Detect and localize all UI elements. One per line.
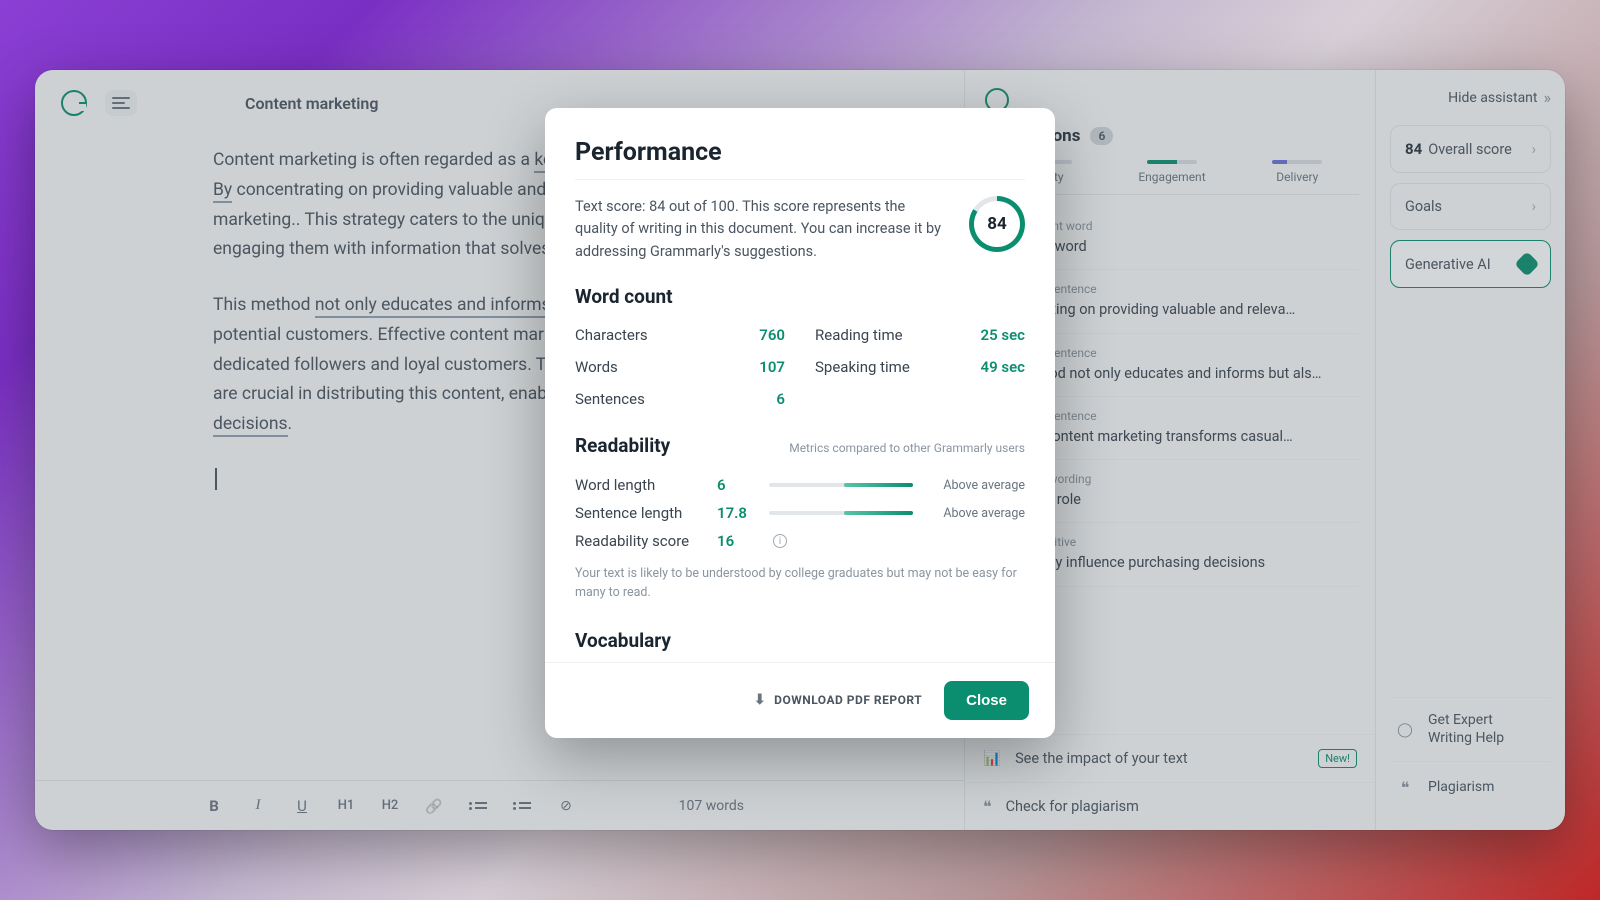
download-pdf-button[interactable]: DOWNLOAD PDF REPORT (754, 692, 922, 708)
score-description: Text score: 84 out of 100. This score re… (575, 196, 949, 263)
sentence-length-row: Sentence length 17.8 Above average (575, 499, 1025, 527)
modal-title: Performance (575, 138, 1025, 167)
modal-footer: DOWNLOAD PDF REPORT Close (545, 662, 1055, 738)
word-length-row: Word length 6 Above average (575, 471, 1025, 499)
wordcount-grid: Characters760 Reading time25 sec Words10… (575, 322, 1025, 412)
readability-score-row: Readability score 16 i (575, 527, 1025, 555)
close-button[interactable]: Close (944, 681, 1029, 720)
readability-subtitle: Metrics compared to other Grammarly user… (789, 441, 1025, 455)
info-icon[interactable]: i (773, 534, 787, 548)
modal-overlay[interactable]: Performance Text score: 84 out of 100. T… (35, 70, 1565, 830)
wordcount-heading: Word count (575, 285, 1025, 308)
performance-modal: Performance Text score: 84 out of 100. T… (545, 108, 1055, 738)
readability-heading: Readability (575, 434, 670, 457)
readability-note: Your text is likely to be understood by … (575, 565, 1025, 603)
vocabulary-heading: Vocabulary (575, 629, 1025, 652)
score-ring: 84 (969, 196, 1025, 252)
modal-body[interactable]: Performance Text score: 84 out of 100. T… (545, 108, 1055, 662)
app-shell: Content marketing Content marketing is o… (35, 70, 1565, 830)
